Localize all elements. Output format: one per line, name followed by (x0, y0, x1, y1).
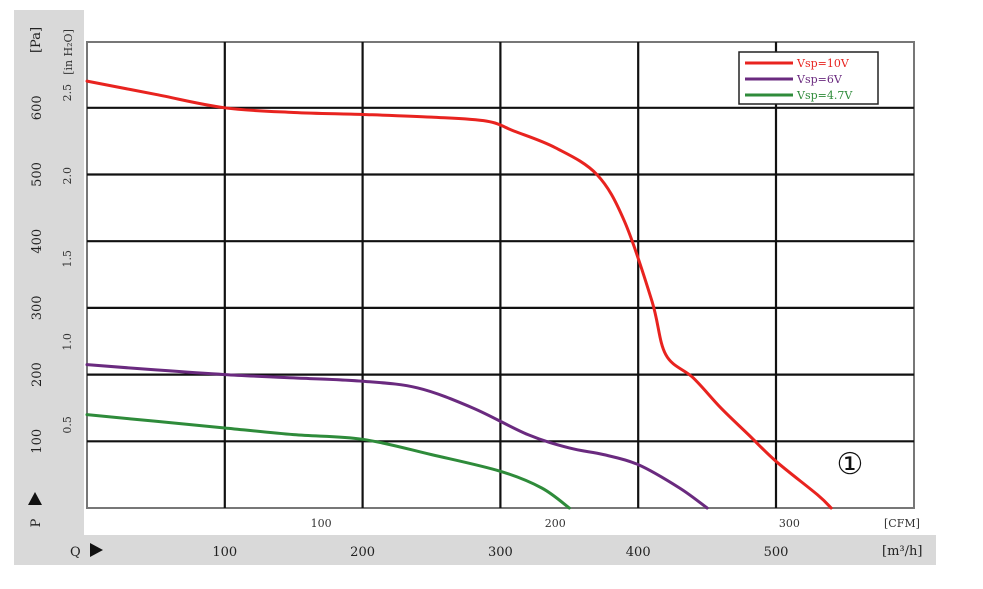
pa-tick-label: 300 (30, 295, 45, 320)
cfm-tick-label: 200 (545, 517, 566, 530)
inh2o-tick-label: 2.0 (61, 167, 74, 185)
pa-tick-label: 500 (30, 162, 45, 187)
cfm-tick-label: 300 (779, 517, 800, 530)
m3h-tick-label: 200 (350, 545, 375, 560)
legend-label: Vsp=4.7V (796, 89, 853, 102)
m3h-tick-label: 500 (764, 545, 789, 560)
series-lines (85, 79, 833, 510)
left-axis-band (14, 10, 84, 535)
curve-number-annotation: ① (837, 447, 864, 482)
pa-tick-label: 600 (30, 95, 45, 120)
inh2o-tick-label: 1.5 (61, 250, 74, 268)
pa-tick-labels: 100 200 300 400 500 600 (30, 95, 45, 453)
pa-tick-label: 200 (30, 362, 45, 387)
legend-label: Vsp=10V (796, 57, 850, 70)
m3h-tick-label: 300 (488, 545, 513, 560)
inh2o-tick-label: 2.5 (61, 84, 74, 102)
q-axis-label: Q (70, 545, 81, 560)
p-axis-label: P (29, 518, 44, 527)
inh2o-unit-label: [in H₂O] (62, 29, 75, 75)
inh2o-tick-label: 1.0 (61, 333, 74, 351)
cfm-unit-label: [CFM] (884, 517, 920, 530)
m3h-tick-label: 100 (212, 545, 237, 560)
q-arrow-icon (90, 543, 103, 557)
bottom-axis-band (14, 535, 936, 565)
legend-label: Vsp=6V (796, 73, 843, 86)
p-arrow-icon (28, 492, 42, 505)
pa-tick-label: 400 (30, 229, 45, 254)
series-line-3 (85, 413, 571, 510)
pa-tick-label: 100 (30, 429, 45, 454)
pa-unit-label: [Pa] (29, 27, 44, 53)
m3h-tick-labels: 100 200 300 400 500 (212, 545, 788, 560)
cfm-tick-label: 100 (311, 517, 332, 530)
series-line-1 (85, 79, 833, 510)
inh2o-tick-label: 0.5 (61, 416, 74, 434)
cfm-tick-labels: 100 200 300 (311, 517, 800, 530)
legend: Vsp=10V Vsp=6V Vsp=4.7V (738, 51, 879, 105)
m3h-unit-label: [m³/h] (882, 544, 922, 559)
annotation-label: ① (837, 447, 864, 482)
series-line-2 (85, 363, 709, 510)
inh2o-tick-labels: 0.5 1.0 1.5 2.0 2.5 (61, 84, 74, 434)
m3h-tick-label: 400 (626, 545, 651, 560)
